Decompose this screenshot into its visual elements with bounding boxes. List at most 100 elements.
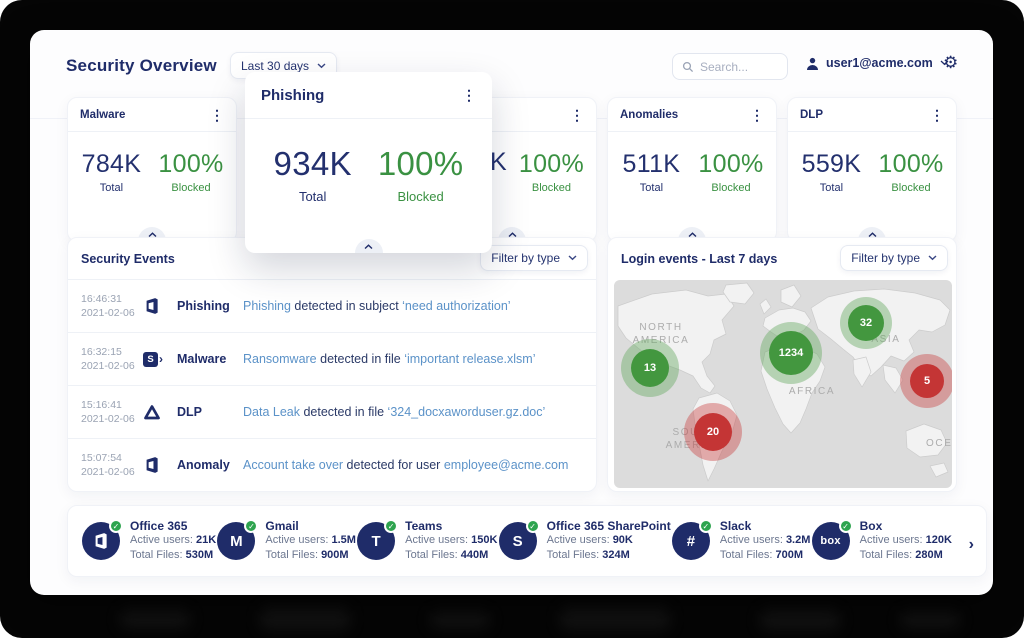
event-type: Anomaly [177, 458, 230, 472]
total-value: 559K [801, 150, 862, 178]
app-item-sharepoint: S ✓ Office 365 SharePoint Active users: 9… [498, 519, 671, 563]
kebab-menu-icon[interactable]: ⋮ [750, 106, 764, 123]
login-bubble-southeast-asia[interactable]: 5 [900, 354, 952, 408]
blocked-value: 100% [698, 150, 764, 178]
stat-card-dlp: DLP ⋮ 559K Total 100% Blocked [787, 97, 957, 242]
event-time: 15:07:54 [81, 452, 122, 464]
login-bubble-north-america[interactable]: 13 [621, 339, 679, 397]
event-date: 2021-02-06 [81, 360, 135, 372]
collapse-chevron[interactable] [354, 239, 383, 253]
event-row[interactable]: 16:46:31 2021-02-06 Phishing Phishing det… [68, 279, 596, 332]
app-name: Slack [719, 519, 752, 533]
event-date: 2021-02-06 [81, 413, 135, 425]
event-description: Account take over detected for user empl… [243, 458, 569, 472]
event-type: Phishing [177, 299, 230, 313]
blocked-value: 100% [518, 150, 584, 178]
stat-card-malware: Malware ⋮ 784K Total 100% Blocked [67, 97, 237, 242]
kebab-menu-icon[interactable]: ⋮ [462, 87, 476, 103]
event-date: 2021-02-06 [81, 466, 135, 478]
map-label-oceania: OCEANIA [926, 438, 952, 449]
blocked-value: 100% [158, 150, 224, 178]
app-active-users: Active users: 120K [859, 534, 952, 546]
app-active-users: Active users: 90K [546, 534, 633, 546]
panel-title: Login events - Last 7 days [621, 251, 778, 266]
app-active-users: Active users: 150K [405, 534, 498, 546]
blocked-label: Blocked [171, 182, 211, 194]
app-total-files: Total Files: 440M [405, 549, 489, 561]
teams-icon: T ✓ [357, 519, 399, 560]
office-365-icon [146, 457, 158, 473]
app-name: Office 365 [130, 519, 188, 533]
app-total-files: Total Files: 530M [130, 549, 214, 561]
card-title: Phishing [261, 86, 325, 104]
app-total-files: Total Files: 324M [546, 549, 630, 561]
user-menu[interactable]: user1@acme.com [806, 56, 949, 70]
event-time: 16:32:15 [81, 346, 122, 358]
event-description: Ransomware detected in file ‘important r… [243, 352, 536, 366]
kebab-menu-icon[interactable]: ⋮ [570, 106, 584, 123]
panel-title: Security Events [81, 251, 175, 266]
settings-gear-icon[interactable]: ⚙ [943, 53, 959, 72]
app-active-users: Active users: 3.2M [719, 534, 811, 546]
connected-check-icon: ✓ [109, 519, 123, 533]
apps-scroll-right-chevron[interactable]: › [968, 536, 974, 553]
event-row[interactable]: 16:32:15 2021-02-06 S › Malware Ransomware… [68, 332, 596, 385]
blocked-value: 100% [878, 150, 944, 178]
user-icon [807, 57, 818, 70]
stat-card-anomalies: Anomalies ⋮ 511K Total 100% Blocked [607, 97, 777, 242]
map-label-north-america: NORTH AMERICA [632, 322, 690, 346]
blocked-label: Blocked [891, 182, 931, 194]
app-total-files: Total Files: 700M [719, 549, 804, 561]
login-bubble-asia[interactable]: 32 [840, 297, 892, 349]
user-email: user1@acme.com [826, 56, 933, 70]
card-title: Malware [80, 108, 126, 121]
event-description: Phishing detected in subject ‘need autho… [243, 299, 511, 313]
event-type: Malware [177, 352, 227, 366]
blocked-value: 100% [377, 145, 464, 182]
connected-check-icon: ✓ [698, 519, 713, 533]
app-item-gmail: M ✓ Gmail Active users: 1.5M Total Files:… [217, 519, 356, 563]
event-row[interactable]: 15:16:41 2021-02-06 DLP Data Leak detecte… [68, 385, 596, 438]
event-time: 16:46:31 [81, 293, 122, 305]
blocked-label: Blocked [531, 182, 571, 194]
app-active-users: Active users: 21K [130, 534, 217, 546]
sharepoint-icon: S › [143, 351, 177, 367]
chevron-down-icon [317, 62, 326, 68]
app-name: Box [859, 519, 883, 533]
security-events-panel: Security Events Filter by type 16:46:31 2… [67, 237, 597, 492]
card-title: Anomalies [620, 108, 679, 121]
office-365-icon [146, 298, 158, 314]
search-placeholder: Search... [700, 59, 749, 74]
app-item-teams: T ✓ Teams Active users: 150K Total Files:… [357, 519, 497, 563]
card-title: DLP [800, 108, 823, 121]
date-range-label: Last 30 days [241, 58, 310, 73]
login-bubble-europe[interactable]: 1234 [760, 322, 822, 384]
chevron-down-icon [568, 255, 577, 261]
app-name: Office 365 SharePoint [546, 519, 671, 533]
kebab-menu-icon[interactable]: ⋮ [930, 106, 944, 123]
blocked-label: Blocked [397, 189, 444, 204]
app-active-users: Active users: 1.5M [265, 534, 356, 546]
events-filter-dropdown[interactable]: Filter by type [480, 245, 588, 271]
filter-label: Filter by type [491, 251, 560, 265]
chevron-down-icon [940, 60, 949, 66]
event-row[interactable]: 15:07:54 2021-02-06 Anomaly Account take … [68, 438, 596, 491]
login-filter-dropdown[interactable]: Filter by type [840, 245, 948, 271]
total-value: 784K [81, 150, 142, 178]
total-value-fragment: K [490, 148, 507, 176]
stat-card-phishing-expanded: Phishing ⋮ 934K Total 100% Blocked [245, 72, 492, 253]
login-events-panel: Login events - Last 7 days Filter by typ… [607, 237, 957, 492]
box-icon: box ✓ [811, 519, 853, 560]
dashboard-window: Security Overview Last 30 days Search...… [30, 30, 993, 595]
login-bubble-south-america[interactable]: 20 [684, 403, 742, 461]
search-icon [682, 61, 694, 72]
app-name: Teams [405, 519, 443, 533]
total-label: Total [819, 182, 844, 194]
search-input[interactable]: Search... [672, 53, 788, 80]
gmail-icon: M ✓ [217, 519, 259, 560]
app-item-box: box ✓ Box Active users: 120K Total Files:… [811, 519, 952, 563]
kebab-menu-icon[interactable]: ⋮ [210, 106, 224, 123]
app-total-files: Total Files: 900M [265, 549, 349, 561]
google-drive-icon [143, 404, 177, 421]
map-label-south-america: SOUTHAMERICA [665, 427, 723, 451]
